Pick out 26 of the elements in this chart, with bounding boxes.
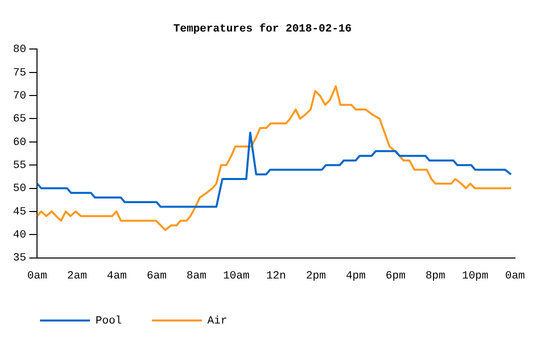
x-tick-label: 8am: [186, 270, 207, 282]
x-tick-label: 10am: [223, 270, 250, 282]
x-tick-label: 0am: [505, 270, 526, 282]
x-tick-label: 10pm: [462, 270, 489, 282]
y-tick-label: 75: [13, 67, 26, 80]
y-tick-label: 70: [13, 90, 26, 102]
legend-label: Air: [207, 315, 228, 328]
y-tick-label: 50: [13, 183, 26, 196]
x-tick-label: 12n: [266, 270, 286, 282]
x-tick-label: 2am: [67, 270, 88, 282]
y-tick-label: 35: [13, 252, 26, 265]
y-tick-label: 40: [13, 230, 26, 242]
legend-label: Pool: [96, 315, 122, 328]
chart-title: Temperatures for 2018-02-16: [173, 22, 352, 36]
x-tick-label: 4am: [106, 270, 128, 282]
x-tick-label: 6am: [146, 270, 167, 282]
x-tick-label: 2pm: [306, 270, 326, 282]
x-tick-label: 4pm: [346, 270, 366, 282]
x-tick-label: 8pm: [425, 270, 446, 282]
y-tick-label: 55: [13, 160, 26, 172]
y-tick-label: 45: [13, 206, 26, 218]
x-tick-label: 0am: [27, 270, 48, 282]
x-tick-label: 6pm: [386, 270, 406, 282]
y-tick-label: 65: [13, 114, 26, 126]
y-tick-label: 80: [13, 44, 26, 56]
y-tick-label: 60: [13, 136, 26, 149]
